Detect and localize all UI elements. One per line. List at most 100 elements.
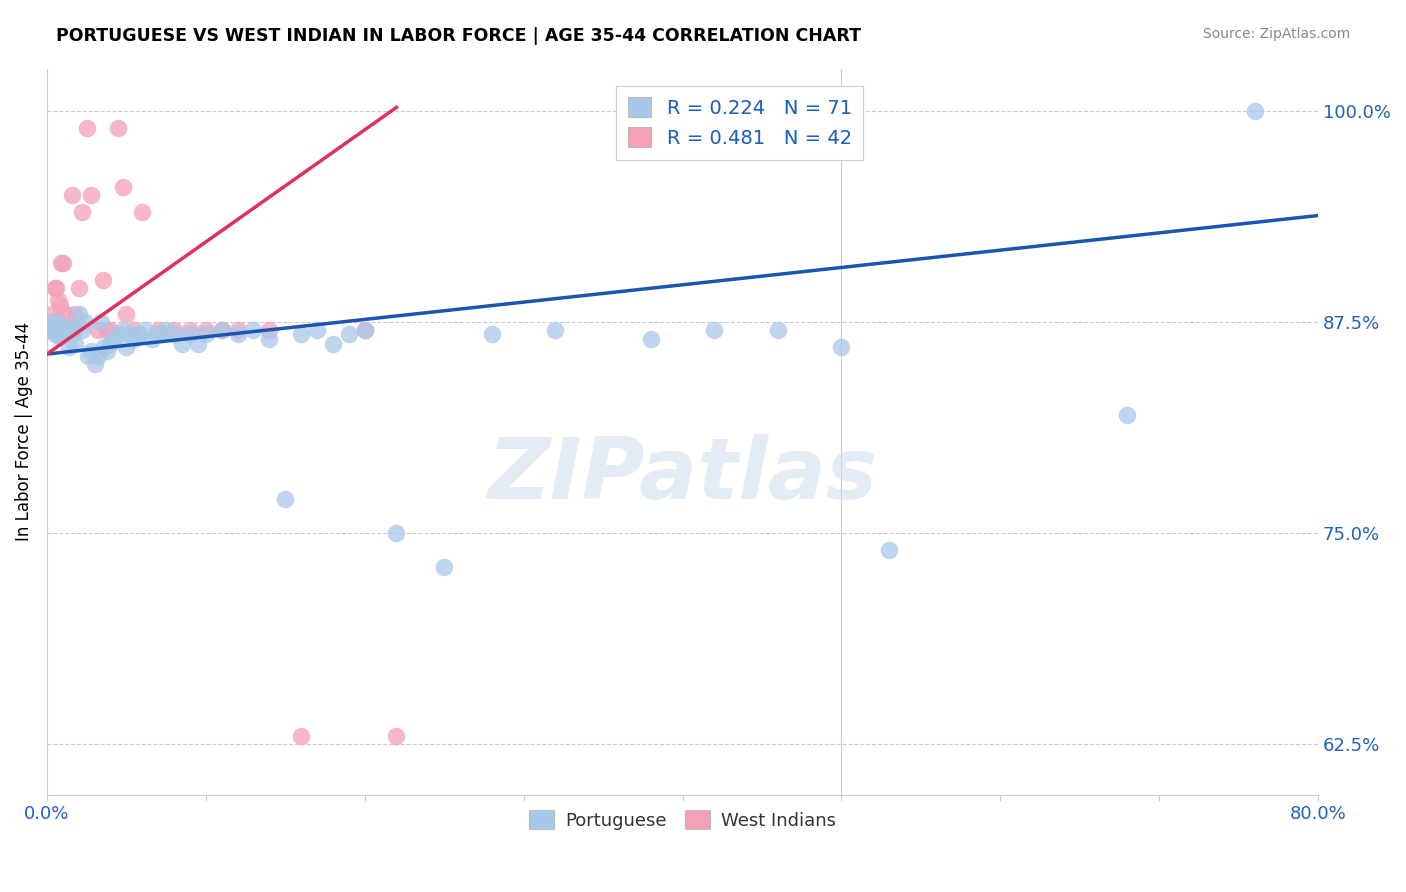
Point [42, 323, 65, 337]
Text: PORTUGUESE VS WEST INDIAN IN LABOR FORCE | AGE 35-44 CORRELATION CHART: PORTUGUESE VS WEST INDIAN IN LABOR FORCE… [56, 27, 862, 45]
Point [163, 323, 186, 337]
Point [70, 205, 93, 219]
Point [274, 492, 297, 507]
Point [44, 326, 66, 341]
Point [46, 322, 69, 336]
Point [146, 323, 169, 337]
Point [45, 281, 67, 295]
Point [90, 315, 112, 329]
Point [179, 323, 201, 337]
Point [52, 320, 75, 334]
Point [179, 326, 201, 341]
Point [53, 325, 76, 339]
Point [290, 729, 312, 743]
Point [112, 179, 135, 194]
Point [41, 315, 63, 329]
Point [433, 560, 456, 574]
Point [877, 543, 900, 558]
Point [91, 273, 114, 287]
Point [45, 315, 67, 329]
Point [63, 323, 86, 337]
Point [155, 323, 177, 337]
Point [830, 340, 852, 354]
Point [1116, 408, 1139, 422]
Point [112, 323, 135, 337]
Point [58, 340, 80, 354]
Point [44, 320, 66, 334]
Point [353, 323, 375, 337]
Point [544, 323, 567, 337]
Point [56, 323, 79, 337]
Point [44, 320, 66, 334]
Point [46, 326, 69, 341]
Point [211, 323, 233, 337]
Point [322, 337, 344, 351]
Point [83, 357, 105, 371]
Point [48, 298, 70, 312]
Point [124, 323, 146, 337]
Point [55, 306, 77, 320]
Point [115, 340, 138, 354]
Point [51, 326, 73, 341]
Text: Source: ZipAtlas.com: Source: ZipAtlas.com [1202, 27, 1350, 41]
Point [48, 330, 70, 344]
Point [56, 326, 79, 341]
Point [87, 323, 110, 337]
Point [385, 526, 408, 541]
Point [45, 323, 67, 337]
Point [70, 323, 93, 337]
Point [124, 332, 146, 346]
Point [96, 323, 118, 337]
Point [146, 326, 169, 341]
Point [163, 326, 186, 341]
Point [194, 326, 217, 341]
Point [39, 323, 62, 337]
Point [96, 343, 118, 358]
Point [67, 306, 90, 320]
Y-axis label: In Labor Force | Age 35-44: In Labor Force | Age 35-44 [15, 322, 32, 541]
Point [242, 323, 264, 337]
Legend: R = 0.224   N = 71, R = 0.481   N = 42: R = 0.224 N = 71, R = 0.481 N = 42 [616, 86, 863, 160]
Point [103, 332, 125, 346]
Point [290, 326, 312, 341]
Point [59, 323, 82, 337]
Point [60, 326, 83, 341]
Point [640, 332, 662, 346]
Point [259, 332, 281, 346]
Point [100, 337, 122, 351]
Point [226, 326, 249, 341]
Point [59, 323, 82, 337]
Point [259, 323, 281, 337]
Point [41, 306, 63, 320]
Point [170, 337, 193, 351]
Point [39, 323, 62, 337]
Point [100, 323, 122, 337]
Point [128, 326, 150, 341]
Point [44, 281, 66, 295]
Point [766, 323, 789, 337]
Point [52, 256, 75, 270]
Point [703, 323, 725, 337]
Point [187, 337, 209, 351]
Point [107, 326, 129, 341]
Point [77, 349, 100, 363]
Point [55, 320, 77, 334]
Point [134, 323, 156, 337]
Point [481, 326, 503, 341]
Point [73, 315, 96, 329]
Point [211, 323, 233, 337]
Point [118, 326, 141, 341]
Point [87, 349, 110, 363]
Point [76, 120, 98, 135]
Point [80, 188, 103, 202]
Point [52, 323, 75, 337]
Point [1243, 103, 1265, 118]
Point [42, 320, 65, 334]
Point [80, 343, 103, 358]
Point [226, 323, 249, 337]
Point [53, 322, 76, 336]
Point [60, 188, 83, 202]
Point [353, 323, 375, 337]
Point [115, 306, 138, 320]
Point [51, 318, 73, 333]
